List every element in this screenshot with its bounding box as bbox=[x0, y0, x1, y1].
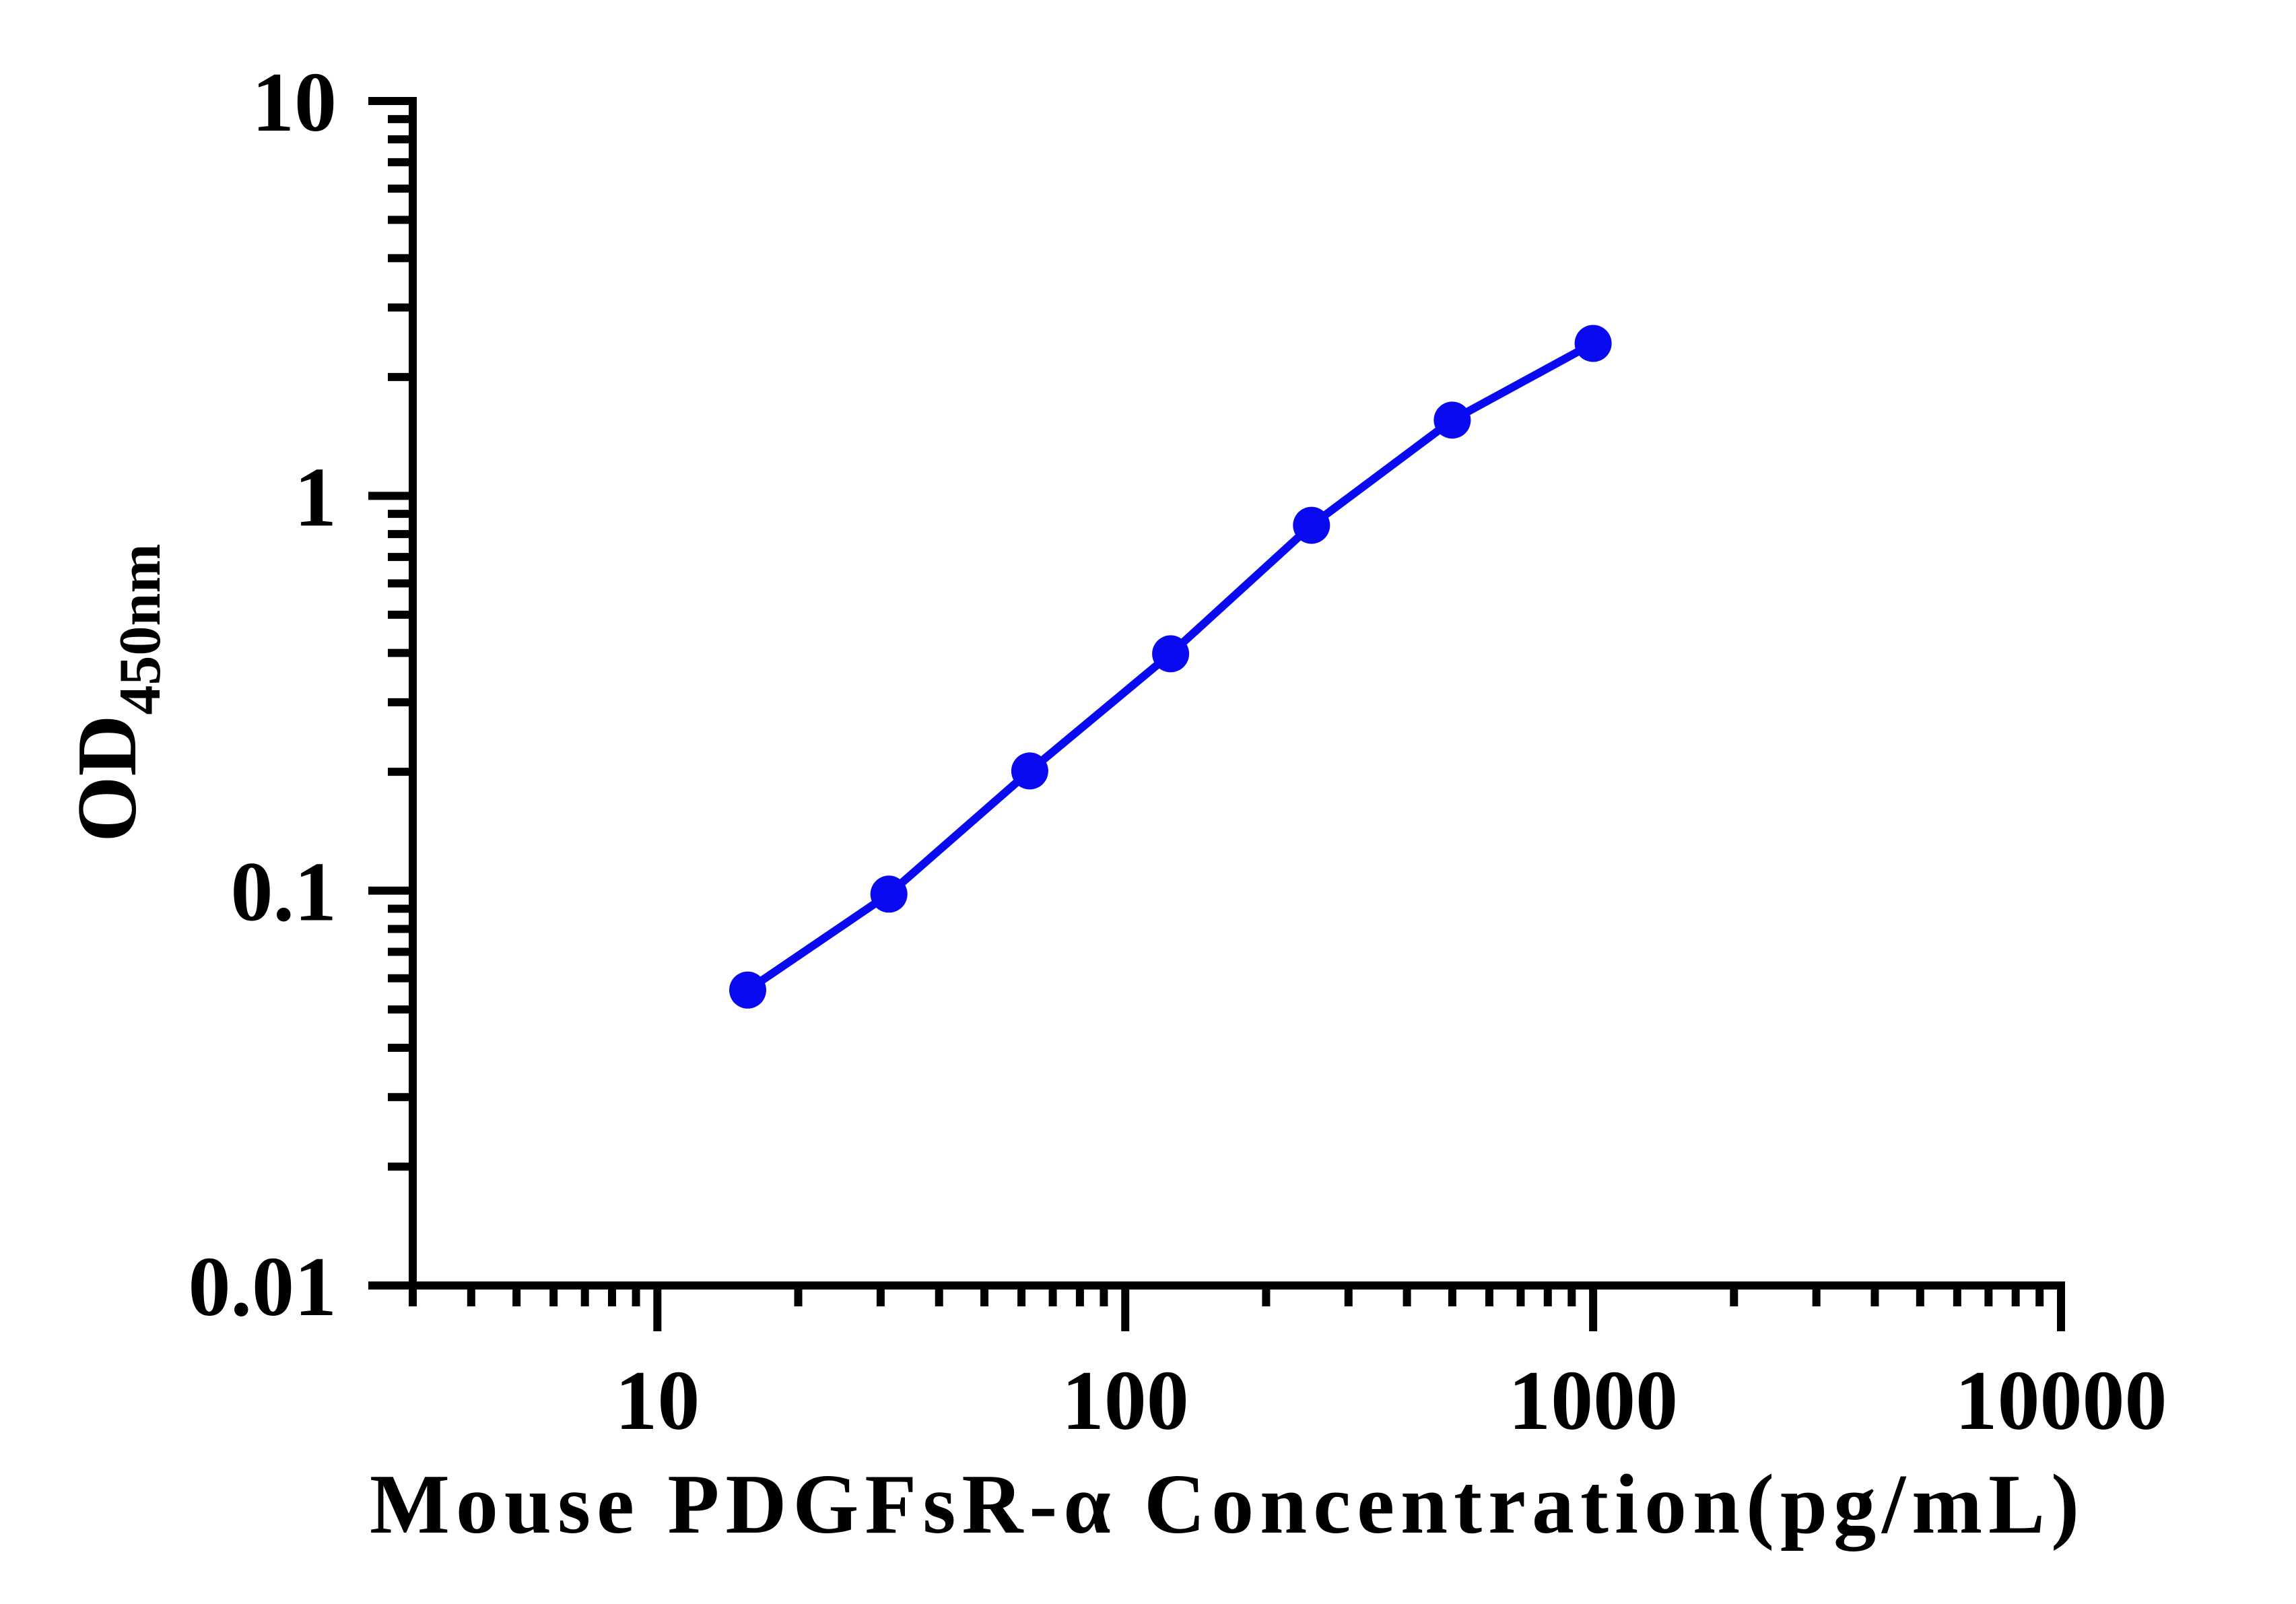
data-point-marker bbox=[729, 971, 766, 1009]
axes-layer: 10 100 1000 10000 10 1 0.1 0.01 bbox=[189, 56, 2167, 1448]
data-point-marker bbox=[1574, 325, 1612, 362]
y-axis-title-main: OD bbox=[61, 715, 154, 842]
series-layer bbox=[729, 325, 1612, 1009]
data-point-marker bbox=[1011, 752, 1048, 790]
data-point-marker bbox=[1433, 401, 1471, 439]
x-tick-label: 10 bbox=[615, 1354, 700, 1448]
data-point-marker bbox=[1152, 635, 1190, 673]
y-axis-title: OD450nm bbox=[61, 543, 173, 842]
y-tick-label: 0.01 bbox=[189, 1240, 337, 1334]
x-tick-label: 1000 bbox=[1508, 1354, 1678, 1448]
y-tick-label: 1 bbox=[294, 450, 337, 544]
data-point-marker bbox=[870, 875, 908, 913]
y-axis-title-subscript: 450nm bbox=[108, 543, 173, 714]
x-tick-label: 10000 bbox=[1955, 1354, 2167, 1448]
y-tick-label: 0.1 bbox=[231, 846, 337, 939]
x-axis-title: Mouse PDGFsR-α Concentration(pg/mL) bbox=[370, 1458, 2085, 1551]
y-tick-label: 10 bbox=[252, 56, 337, 149]
x-tick-label: 100 bbox=[1062, 1354, 1189, 1448]
data-point-marker bbox=[1293, 506, 1330, 544]
